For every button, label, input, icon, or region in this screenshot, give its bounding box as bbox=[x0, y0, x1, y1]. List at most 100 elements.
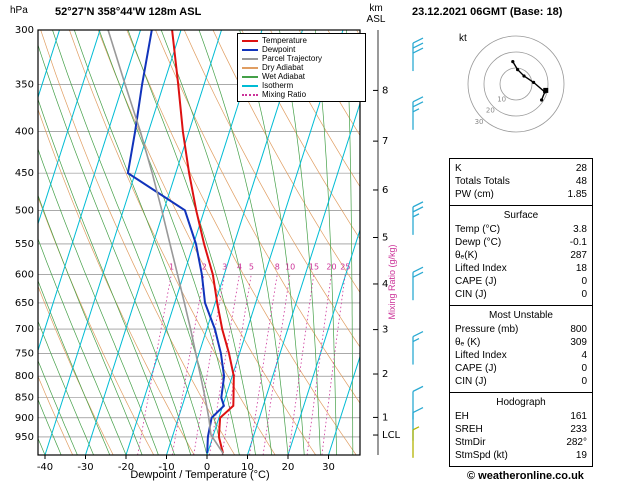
legend-item: Mixing Ratio bbox=[242, 90, 361, 99]
svg-text:10: 10 bbox=[241, 462, 254, 473]
pressure-unit-label: hPa bbox=[10, 5, 28, 16]
svg-text:25: 25 bbox=[340, 263, 350, 272]
wind-barbs bbox=[412, 37, 424, 458]
svg-text:600: 600 bbox=[15, 270, 34, 281]
legend-label: Isotherm bbox=[262, 81, 294, 90]
datetime-title: 23.12.2021 06GMT (Base: 18) bbox=[412, 6, 563, 18]
table-section-title: Surface bbox=[503, 210, 539, 221]
legend-item: Wet Adiabat bbox=[242, 72, 361, 81]
table-row-label: StmDir bbox=[455, 437, 486, 448]
table-row-value: 28 bbox=[575, 163, 587, 174]
legend-swatch bbox=[242, 75, 258, 78]
mixing-ratio-axis-label: Mixing Ratio (g/kg) bbox=[387, 244, 397, 320]
table-row-label: θₑ(K) bbox=[455, 250, 478, 261]
table-row-label: K bbox=[455, 163, 462, 174]
table-row: θₑ (K) 309 bbox=[455, 336, 587, 349]
table-row: SREH 233 bbox=[455, 423, 587, 436]
table-row: CAPE (J) 0 bbox=[455, 275, 587, 288]
table-row: Lifted Index 4 bbox=[455, 349, 587, 362]
table-row-label: CAPE (J) bbox=[455, 276, 497, 287]
table-row-value: 0 bbox=[581, 289, 587, 300]
table-row: StmSpd (kt) 19 bbox=[455, 449, 587, 462]
svg-text:3: 3 bbox=[222, 263, 227, 272]
table-row: Dewp (°C) -0.1 bbox=[455, 236, 587, 249]
indices-table: K 28 Totals Totals 48 PW (cm) 1.85 Surface Temp… bbox=[449, 158, 593, 467]
legend-item: Temperature bbox=[242, 36, 361, 45]
table-row: Pressure (mb) 800 bbox=[455, 323, 587, 336]
table-row-label: CIN (J) bbox=[455, 289, 487, 300]
legend-item: Parcel Trajectory bbox=[242, 54, 361, 63]
table-row: K 28 bbox=[455, 162, 587, 175]
table-row-value: 0 bbox=[581, 376, 587, 387]
table-row-value: 3.8 bbox=[573, 224, 587, 235]
table-row: StmDir 282° bbox=[455, 436, 587, 449]
axis-labels: 3003504004505005506006507007508008509009… bbox=[15, 25, 335, 473]
svg-text:450: 450 bbox=[15, 168, 34, 179]
svg-text:6: 6 bbox=[382, 185, 388, 196]
svg-text:550: 550 bbox=[15, 239, 34, 250]
table-row-label: StmSpd (kt) bbox=[455, 450, 508, 461]
legend-item: Dry Adiabat bbox=[242, 63, 361, 72]
table-row-value: 309 bbox=[570, 337, 587, 348]
table-row: Lifted Index 18 bbox=[455, 262, 587, 275]
legend-label: Dry Adiabat bbox=[262, 63, 304, 72]
svg-text:-20: -20 bbox=[118, 462, 134, 473]
x-axis-label: Dewpoint / Temperature (°C) bbox=[130, 469, 270, 481]
svg-text:900: 900 bbox=[15, 413, 34, 424]
svg-text:400: 400 bbox=[15, 127, 34, 138]
table-row-value: 0 bbox=[581, 276, 587, 287]
svg-text:20: 20 bbox=[282, 462, 295, 473]
table-section: Surface Temp (°C) 3.8 Dewp (°C) -0.1 θₑ(K) 287… bbox=[450, 205, 592, 305]
svg-text:30: 30 bbox=[322, 462, 335, 473]
chart-grid bbox=[38, 30, 360, 455]
svg-text:3: 3 bbox=[382, 325, 388, 336]
svg-text:30: 30 bbox=[475, 118, 484, 126]
svg-text:800: 800 bbox=[15, 371, 34, 382]
svg-text:500: 500 bbox=[15, 205, 34, 216]
table-row-value: 48 bbox=[575, 176, 587, 187]
svg-text:850: 850 bbox=[15, 393, 34, 404]
table-row: Totals Totals 48 bbox=[455, 175, 587, 188]
svg-text:15: 15 bbox=[309, 263, 319, 272]
table-row-label: θₑ (K) bbox=[455, 337, 481, 348]
svg-text:650: 650 bbox=[15, 298, 34, 309]
legend-swatch bbox=[242, 93, 258, 96]
table-row-label: Totals Totals bbox=[455, 176, 510, 187]
table-row-value: 800 bbox=[570, 324, 587, 335]
table-row-label: Lifted Index bbox=[455, 263, 507, 274]
table-row: CIN (J) 0 bbox=[455, 288, 587, 301]
svg-text:700: 700 bbox=[15, 324, 34, 335]
table-row-label: EH bbox=[455, 411, 469, 422]
table-row-value: 1.85 bbox=[567, 189, 587, 200]
svg-text:5: 5 bbox=[382, 232, 388, 243]
table-row-value: 0 bbox=[581, 363, 587, 374]
table-row-label: PW (cm) bbox=[455, 189, 494, 200]
svg-text:7: 7 bbox=[382, 136, 388, 147]
legend-label: Temperature bbox=[262, 36, 307, 45]
legend-label: Dewpoint bbox=[262, 45, 296, 54]
legend-swatch bbox=[242, 84, 258, 87]
svg-text:-30: -30 bbox=[77, 462, 93, 473]
copyright: © weatheronline.co.uk bbox=[467, 470, 584, 482]
km-label: km bbox=[369, 3, 383, 14]
svg-text:20: 20 bbox=[486, 107, 495, 115]
table-row: PW (cm) 1.85 bbox=[455, 188, 587, 201]
svg-text:4: 4 bbox=[237, 263, 242, 272]
legend-label: Wet Adiabat bbox=[262, 72, 305, 81]
table-row-value: 233 bbox=[570, 424, 587, 435]
svg-text:8: 8 bbox=[382, 85, 388, 96]
table-row-value: 282° bbox=[566, 437, 587, 448]
svg-text:1: 1 bbox=[382, 412, 388, 423]
table-row-value: 18 bbox=[575, 263, 587, 274]
sounding-curves bbox=[107, 30, 235, 454]
table-row-value: 161 bbox=[570, 411, 587, 422]
chart-legend: Temperature Dewpoint Parcel Trajectory Dry … bbox=[237, 33, 366, 102]
legend-swatch bbox=[242, 48, 258, 51]
table-section-title: Most Unstable bbox=[489, 310, 553, 321]
svg-text:2: 2 bbox=[382, 369, 388, 380]
table-row-label: Temp (°C) bbox=[455, 224, 501, 235]
table-row: EH 161 bbox=[455, 410, 587, 423]
svg-text:10: 10 bbox=[285, 263, 295, 272]
svg-text:750: 750 bbox=[15, 348, 34, 359]
